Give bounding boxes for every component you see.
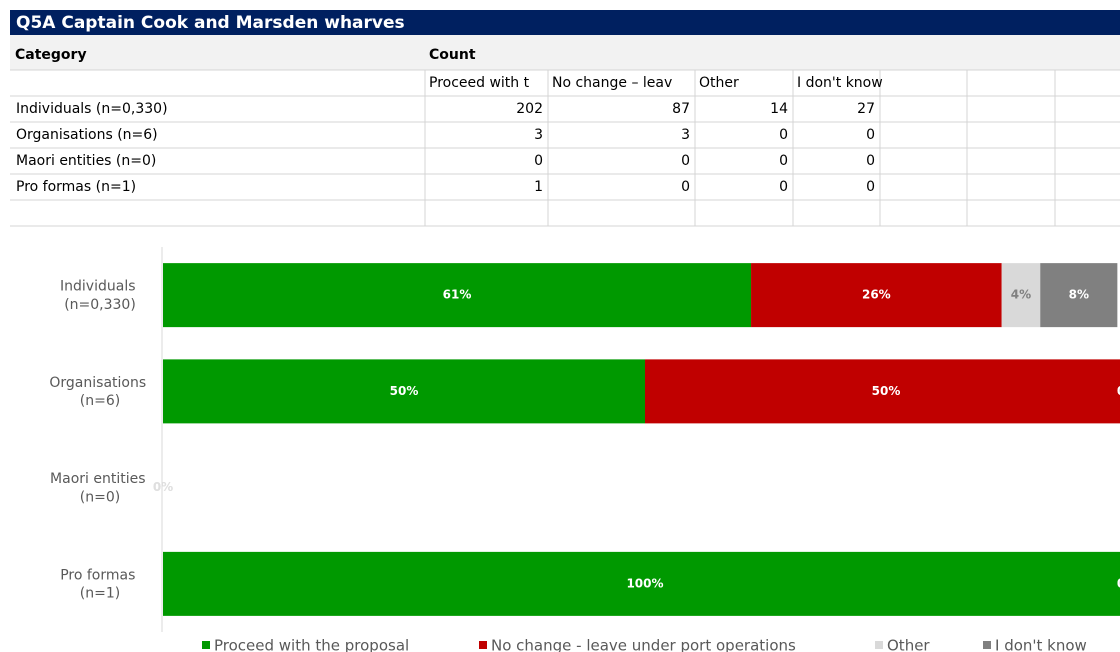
row-label: Pro formas (n=1) xyxy=(16,179,136,195)
title-bar xyxy=(10,10,1120,35)
category-label: Maori entities (n=0) xyxy=(50,471,150,505)
bar-segment xyxy=(1040,263,1118,328)
data-label: 61% xyxy=(443,288,472,302)
data-label: 0% xyxy=(153,480,173,494)
cell-value: 202 xyxy=(516,101,543,117)
data-label: 50% xyxy=(390,384,419,398)
legend-swatch xyxy=(479,641,487,649)
data-label: 0% xyxy=(1117,576,1120,590)
bar-segment xyxy=(645,359,1120,424)
cell-value: 0 xyxy=(681,179,690,195)
data-label: 0% xyxy=(1117,576,1120,590)
data-label: 4% xyxy=(1011,288,1031,302)
cell-value: 3 xyxy=(681,127,690,143)
row-label: Individuals (n=0,330) xyxy=(16,101,168,117)
legend-swatch xyxy=(875,641,883,649)
data-label: 0% xyxy=(1117,384,1120,398)
cell-value: 87 xyxy=(672,101,690,117)
cell-value: 14 xyxy=(770,101,788,117)
column-header: Other xyxy=(699,75,739,91)
legend-label: No change - leave under port operations xyxy=(491,637,796,652)
data-label: 100% xyxy=(626,576,663,590)
cell-value: 27 xyxy=(857,101,875,117)
cell-value: 0 xyxy=(779,153,788,169)
legend-swatch xyxy=(983,641,991,649)
header: Category xyxy=(15,47,87,63)
data-label: 0% xyxy=(153,480,173,494)
legend-label: Other xyxy=(887,637,930,652)
column-header: Proceed with t xyxy=(429,75,530,91)
bar-segment xyxy=(163,263,752,328)
cell-value: 0 xyxy=(866,153,875,169)
cell-value: 0 xyxy=(534,153,543,169)
cell-value: 0 xyxy=(779,179,788,195)
row-label: Maori entities (n=0) xyxy=(16,153,156,169)
column-header: No change – leav xyxy=(552,75,672,91)
bar-segment xyxy=(751,263,1002,328)
cell-value: 1 xyxy=(534,179,543,195)
legend-swatch xyxy=(202,641,210,649)
category-label: Individuals (n=0,330) xyxy=(60,279,140,313)
chart: Individuals (n=0,330) 61% 26% 4% 8% Organisat… xyxy=(49,247,1120,652)
category-label: Organisations (n=6) xyxy=(49,375,150,409)
bar-segment xyxy=(1001,263,1041,328)
cell-value: 0 xyxy=(779,127,788,143)
cell-value: 0 xyxy=(681,153,690,169)
data-label: 0% xyxy=(1117,384,1120,398)
cell-value: 3 xyxy=(534,127,543,143)
table: Proceed with t No change – leav Other I don… xyxy=(10,69,1120,227)
column-header: I don't know xyxy=(797,75,883,91)
data-label: 0% xyxy=(153,480,173,494)
data-label: 0% xyxy=(153,480,173,494)
cell-value: 0 xyxy=(866,127,875,143)
header-row xyxy=(10,35,1120,70)
data-label: 8% xyxy=(1069,288,1089,302)
data-label: 50% xyxy=(872,384,901,398)
legend-label: I don't know xyxy=(995,637,1087,652)
row-label: Organisations (n=6) xyxy=(16,127,158,143)
bar-segment xyxy=(163,551,1120,616)
table-title: Q5A Captain Cook and Marsden wharves xyxy=(16,13,405,33)
data-label: 0% xyxy=(1117,576,1120,590)
category-label: Pro formas (n=1) xyxy=(60,567,140,601)
legend-label: Proceed with the proposal xyxy=(214,637,409,652)
bar-segment xyxy=(163,359,645,424)
data-label: 26% xyxy=(862,288,891,302)
header: Count xyxy=(429,47,476,63)
cell-value: 0 xyxy=(866,179,875,195)
